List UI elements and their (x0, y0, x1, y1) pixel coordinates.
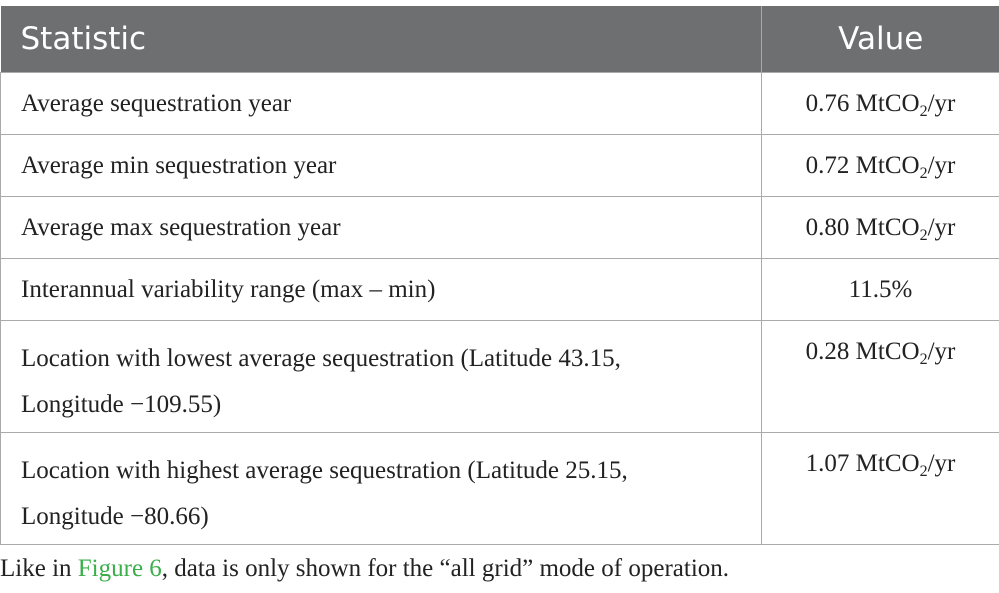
value-unit-subscript: 2 (919, 351, 928, 368)
value-unit-suffix: /yr (927, 214, 956, 241)
value-number: 1.07 (805, 450, 850, 477)
header-statistic: Statistic (0, 6, 762, 73)
value-unit-subscript: 2 (919, 165, 928, 182)
statistic-label-line: Location with lowest average sequestrati… (21, 345, 621, 372)
value-unit-suffix: /yr (927, 338, 956, 365)
table-header-row: Statistic Value (0, 6, 999, 73)
statistic-cell: Average min sequestration year (0, 134, 762, 197)
value-number: 11.5% (848, 276, 913, 303)
statistic-label-line: Longitude −109.55) (21, 391, 222, 418)
value-unit-suffix: /yr (927, 152, 956, 179)
value-unit: MtCO (855, 338, 920, 365)
table-footnote: Like in Figure 6, data is only shown for… (0, 555, 729, 583)
statistic-label-line: Interannual variability range (max – min… (21, 276, 436, 303)
table-row: Interannual variability range (max – min… (0, 258, 999, 321)
statistic-cell: Average max sequestration year (0, 196, 762, 259)
value-unit-suffix: /yr (927, 450, 956, 477)
value-unit-subscript: 2 (919, 463, 928, 480)
statistic-cell: Location with lowest average sequestrati… (0, 320, 762, 433)
value-unit-subscript: 2 (919, 103, 928, 120)
value-unit: MtCO (855, 214, 920, 241)
table-row: Location with highest average sequestrat… (0, 432, 999, 545)
statistic-cell: Interannual variability range (max – min… (0, 258, 762, 321)
statistics-table-container: Statistic Value Average sequestration ye… (0, 6, 999, 545)
value-unit: MtCO (855, 90, 920, 117)
value-number: 0.76 (805, 90, 850, 117)
value-cell: 0.80 MtCO2/yr (761, 196, 999, 259)
table-row: Location with lowest average sequestrati… (0, 320, 999, 433)
footnote-text-after: , data is only shown for the “all grid” … (161, 555, 730, 582)
value-number: 0.72 (805, 152, 850, 179)
value-cell: 0.72 MtCO2/yr (761, 134, 999, 197)
footnote-text-before: Like in (0, 555, 78, 582)
statistic-label-line: Longitude −80.66) (21, 503, 209, 530)
figure-6-link[interactable]: Figure 6 (77, 555, 162, 582)
table-row: Average sequestration year 0.76 MtCO2/yr (0, 72, 999, 135)
value-cell: 11.5% (761, 258, 999, 321)
statistic-cell: Average sequestration year (0, 72, 762, 135)
table-row: Average min sequestration year 0.72 MtCO2… (0, 134, 999, 197)
table-row: Average max sequestration year 0.80 MtCO2… (0, 196, 999, 259)
statistic-label-line: Average min sequestration year (21, 152, 337, 179)
value-number: 0.28 (805, 338, 850, 365)
statistic-label-line: Average max sequestration year (21, 214, 341, 241)
header-value: Value (761, 6, 999, 73)
value-unit-subscript: 2 (919, 227, 928, 244)
value-cell: 0.28 MtCO2/yr (761, 320, 999, 433)
statistic-label-line: Location with highest average sequestrat… (21, 457, 628, 484)
value-unit: MtCO (855, 152, 920, 179)
value-number: 0.80 (805, 214, 850, 241)
statistics-table: Statistic Value Average sequestration ye… (0, 6, 999, 545)
statistic-cell: Location with highest average sequestrat… (0, 432, 762, 545)
value-unit: MtCO (855, 450, 920, 477)
value-unit-suffix: /yr (927, 90, 956, 117)
value-cell: 0.76 MtCO2/yr (761, 72, 999, 135)
value-cell: 1.07 MtCO2/yr (761, 432, 999, 545)
statistic-label-line: Average sequestration year (21, 90, 292, 117)
